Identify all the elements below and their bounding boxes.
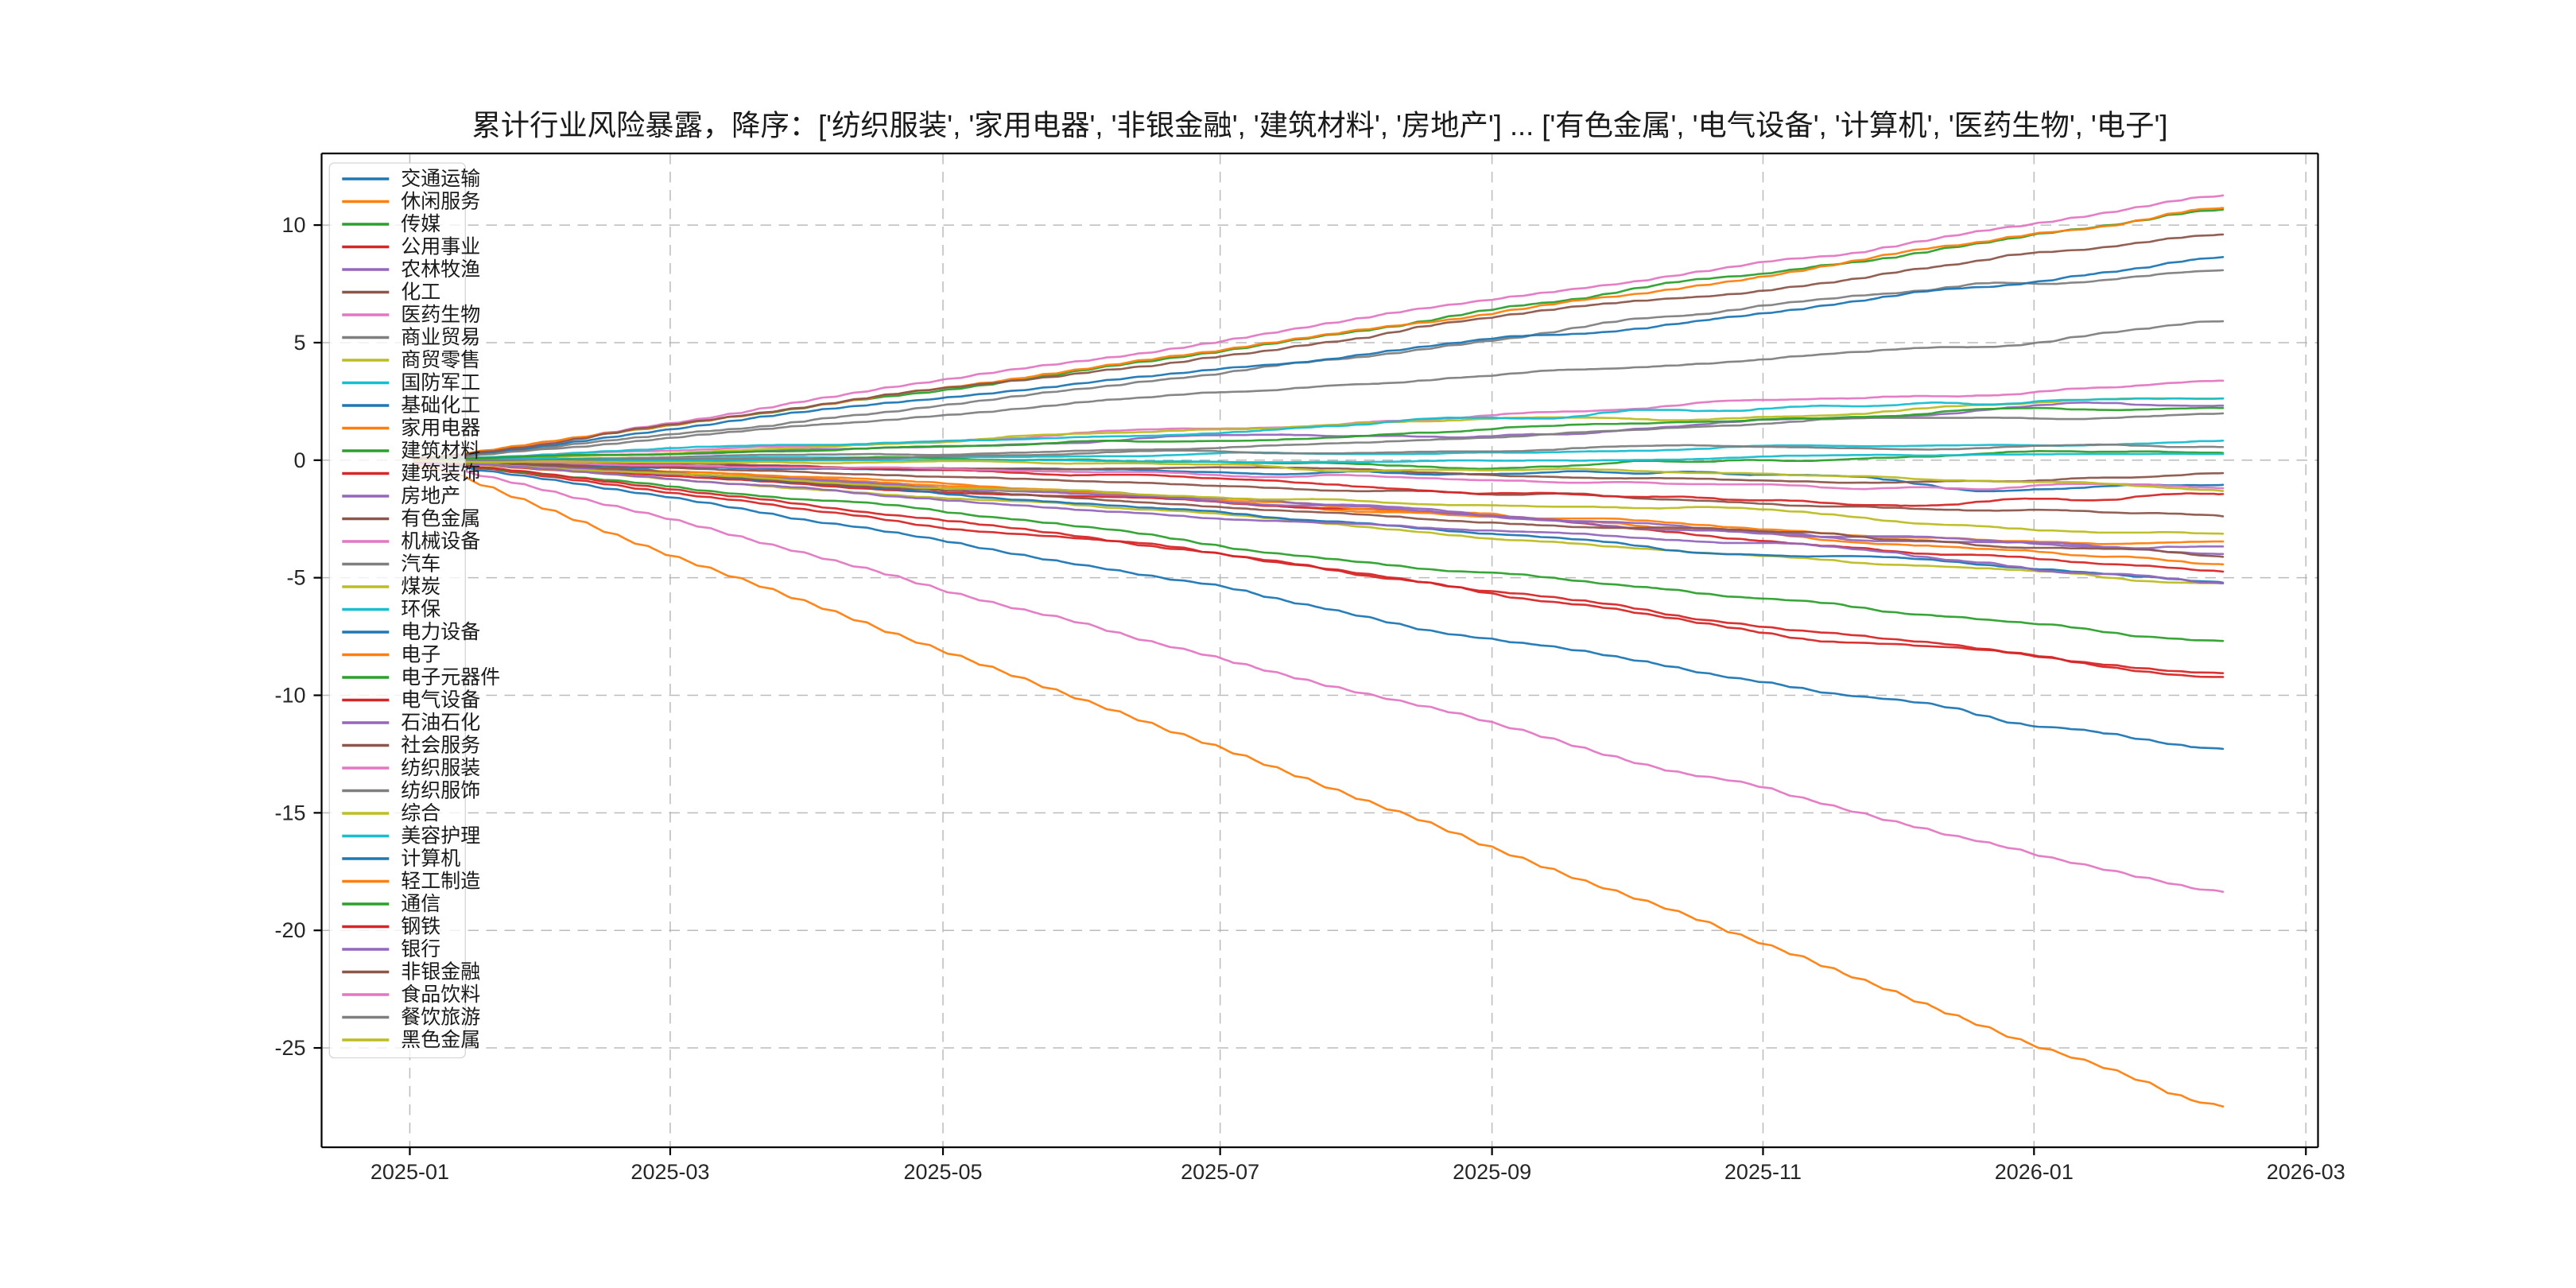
svg-text:电力设备: 电力设备: [401, 621, 480, 643]
svg-text:电子元器件: 电子元器件: [401, 666, 500, 689]
svg-text:环保: 环保: [401, 599, 440, 621]
svg-text:化工: 化工: [401, 281, 440, 304]
svg-text:建筑装饰: 建筑装饰: [401, 463, 480, 485]
svg-text:计算机: 计算机: [401, 848, 460, 870]
svg-text:2026-01: 2026-01: [1995, 1160, 2074, 1184]
svg-text:2025-07: 2025-07: [1181, 1160, 1259, 1184]
svg-text:黑色金属: 黑色金属: [401, 1029, 480, 1051]
svg-text:汽车: 汽车: [401, 553, 440, 576]
svg-text:美容护理: 美容护理: [401, 825, 480, 848]
svg-text:2025-09: 2025-09: [1453, 1160, 1531, 1184]
svg-text:国防军工: 国防军工: [401, 372, 480, 394]
svg-text:2026-03: 2026-03: [2267, 1160, 2345, 1184]
svg-text:2025-11: 2025-11: [1724, 1160, 1802, 1184]
svg-text:商业贸易: 商业贸易: [401, 327, 480, 349]
svg-text:煤炭: 煤炭: [401, 576, 440, 598]
svg-text:有色金属: 有色金属: [401, 508, 480, 530]
svg-text:餐饮旅游: 餐饮旅游: [401, 1007, 480, 1029]
svg-text:医药生物: 医药生物: [401, 304, 480, 326]
svg-text:银行: 银行: [401, 938, 440, 960]
svg-text:房地产: 房地产: [401, 485, 460, 507]
svg-text:-5: -5: [286, 566, 305, 590]
svg-text:综合: 综合: [401, 802, 440, 824]
svg-text:纺织服饰: 纺织服饰: [401, 780, 480, 802]
svg-text:农林牧渔: 农林牧渔: [401, 258, 480, 281]
svg-text:休闲服务: 休闲服务: [401, 191, 480, 213]
svg-text:电气设备: 电气设备: [401, 689, 480, 712]
svg-text:商贸零售: 商贸零售: [401, 349, 480, 371]
svg-text:2025-05: 2025-05: [903, 1160, 982, 1184]
svg-text:-10: -10: [274, 684, 305, 708]
svg-text:-20: -20: [274, 918, 305, 942]
svg-text:公用事业: 公用事业: [401, 236, 480, 258]
svg-text:0: 0: [293, 448, 305, 472]
svg-text:10: 10: [281, 213, 305, 237]
svg-text:建筑材料: 建筑材料: [401, 440, 480, 462]
svg-text:-15: -15: [274, 801, 305, 824]
svg-text:机械设备: 机械设备: [401, 530, 480, 553]
svg-text:电子: 电子: [401, 644, 440, 666]
svg-text:社会服务: 社会服务: [401, 735, 480, 757]
svg-text:传媒: 传媒: [401, 213, 440, 235]
svg-text:累计行业风险暴露，降序：['纺织服装', '家用电器', ': 累计行业风险暴露，降序：['纺织服装', '家用电器', '非银金融', '建筑…: [472, 109, 2168, 142]
svg-text:石油石化: 石油石化: [401, 712, 480, 734]
svg-text:通信: 通信: [401, 893, 440, 915]
svg-text:家用电器: 家用电器: [401, 417, 480, 440]
svg-text:5: 5: [293, 331, 305, 355]
svg-text:纺织服装: 纺织服装: [401, 757, 480, 779]
svg-text:2025-03: 2025-03: [630, 1160, 709, 1184]
svg-text:非银金融: 非银金融: [401, 961, 480, 983]
svg-text:-25: -25: [274, 1036, 305, 1060]
svg-text:轻工制造: 轻工制造: [401, 871, 480, 893]
svg-text:交通运输: 交通运输: [401, 168, 480, 190]
svg-text:食品饮料: 食品饮料: [401, 983, 480, 1006]
svg-text:钢铁: 钢铁: [401, 916, 440, 938]
svg-text:2025-01: 2025-01: [370, 1160, 449, 1184]
svg-text:基础化工: 基础化工: [401, 394, 480, 417]
